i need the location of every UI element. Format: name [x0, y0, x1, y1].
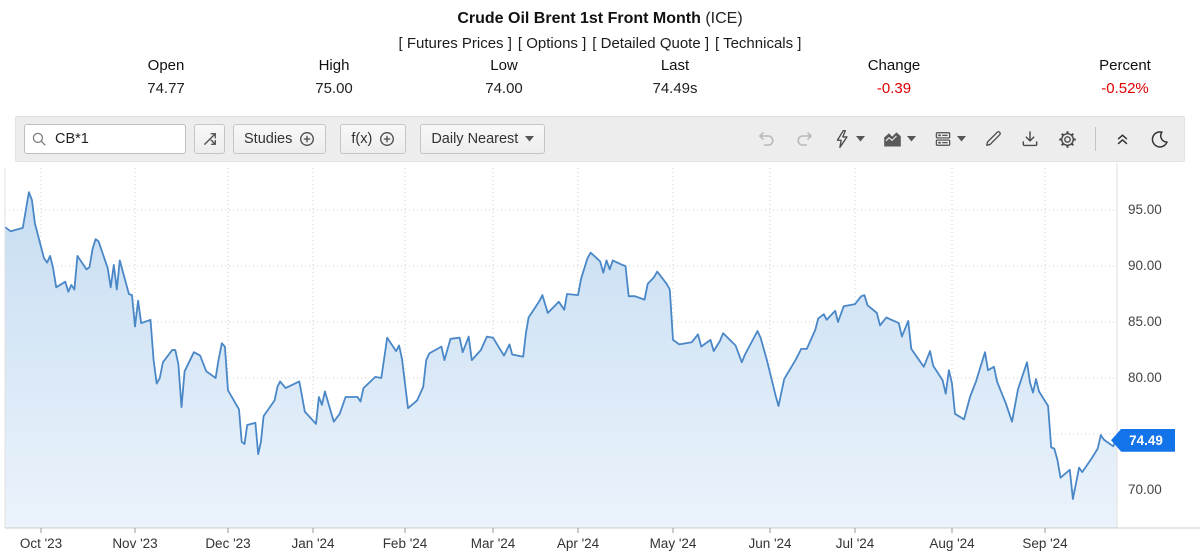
fx-expressions-button[interactable]: f(x): [340, 124, 407, 154]
quote-last-label: Last: [660, 57, 690, 74]
chart-toolbar: Studies f(x) Daily Nearest: [15, 116, 1185, 162]
settings-button[interactable]: [1057, 129, 1078, 150]
studies-button[interactable]: Studies: [233, 124, 327, 154]
fx-button-label: f(x): [351, 131, 373, 147]
quote-last-value: 74.49s: [652, 80, 698, 97]
caret-down-icon: [957, 136, 966, 142]
moon-icon: [1149, 129, 1170, 150]
y-tick-label: 95.00: [1128, 202, 1162, 217]
period-dropdown-label: Daily Nearest: [431, 131, 519, 147]
flash-icon: [832, 129, 852, 149]
x-tick-label: Mar '24: [470, 536, 516, 551]
y-tick-label: 70.00: [1128, 482, 1162, 497]
undo-icon: [756, 129, 777, 150]
x-tick-label: Feb '24: [382, 536, 428, 551]
search-icon: [31, 131, 47, 147]
x-tick-label: Apr '24: [556, 536, 600, 551]
redo-button[interactable]: [794, 129, 815, 150]
quote-low-value: 74.00: [485, 80, 523, 97]
x-tick-label: Oct '23: [19, 536, 63, 551]
gear-icon: [1057, 129, 1078, 150]
price-chart[interactable]: 95.00 90.00 85.00 80.00 70.00 Oct '23 Nov '23…: [0, 163, 1200, 556]
y-tick-label: 80.00: [1128, 370, 1162, 385]
compare-symbols-button[interactable]: [194, 124, 225, 154]
area-chart-icon: [882, 129, 903, 150]
layout-templates-button[interactable]: [933, 129, 966, 149]
flash-interval-button[interactable]: [832, 129, 865, 149]
quote-change-value: -0.39: [876, 80, 912, 97]
circle-plus-icon: [299, 131, 315, 147]
y-tick-label: 85.00: [1128, 314, 1162, 329]
caret-down-icon: [907, 136, 916, 142]
quote-open-value: 74.77: [147, 80, 185, 97]
shuffle-icon: [201, 130, 219, 148]
x-tick-label: Jun '24: [748, 536, 792, 551]
circle-plus-icon: [379, 131, 395, 147]
x-tick-label: Nov '23: [112, 536, 158, 551]
layout-icon: [933, 129, 953, 149]
period-dropdown[interactable]: Daily Nearest: [420, 124, 546, 154]
page-title: Crude Oil Brent 1st Front Month (ICE): [0, 10, 1200, 28]
quote-low: Low 74.00: [485, 57, 523, 97]
quote-high-label: High: [318, 57, 350, 74]
pencil-icon: [983, 129, 1003, 149]
link-detailed-quote[interactable]: [ Detailed Quote ]: [592, 35, 710, 52]
instrument-title: Crude Oil Brent 1st Front Month: [457, 10, 701, 27]
x-tick-label: May '24: [649, 536, 697, 551]
y-tick-label: 90.00: [1128, 258, 1162, 273]
x-tick-label: Dec '23: [205, 536, 251, 551]
collapse-toolbar-button[interactable]: [1113, 130, 1132, 149]
price-area: [4, 192, 1117, 528]
quote-open: Open 74.77: [147, 57, 185, 97]
double-chevron-up-icon: [1113, 130, 1132, 149]
x-tick-label: Jan '24: [291, 536, 335, 551]
dark-mode-toggle[interactable]: [1149, 129, 1170, 150]
quote-low-label: Low: [490, 57, 518, 74]
last-price-badge: 74.49: [1111, 428, 1175, 452]
quote-change-label: Change: [867, 57, 921, 74]
exchange-label: (ICE): [705, 10, 743, 27]
symbol-input[interactable]: [53, 130, 179, 148]
undo-button[interactable]: [756, 129, 777, 150]
redo-icon: [794, 129, 815, 150]
symbol-search-box[interactable]: [24, 124, 186, 154]
link-options[interactable]: [ Options ]: [517, 35, 587, 52]
quote-open-label: Open: [147, 57, 185, 74]
x-tick-label: Sep '24: [1022, 536, 1068, 551]
quote-high-value: 75.00: [315, 80, 353, 97]
price-line: [4, 191, 1118, 500]
studies-button-label: Studies: [244, 131, 293, 147]
caret-down-icon: [856, 136, 865, 142]
download-icon: [1020, 129, 1040, 149]
quote-change: Change -0.39: [868, 57, 921, 97]
draw-tools-button[interactable]: [983, 129, 1003, 149]
chart-type-button[interactable]: [882, 129, 916, 150]
quote-links: [ Futures Prices ] [ Options ] [ Detaile…: [0, 35, 1200, 52]
caret-down-icon: [525, 136, 535, 142]
quote-high: High 75.00: [315, 57, 353, 97]
quote-percent-value: -0.52%: [1101, 80, 1149, 97]
toolbar-separator: [1095, 127, 1096, 151]
link-technicals[interactable]: [ Technicals ]: [715, 35, 802, 52]
quote-percent-label: Percent: [1099, 57, 1151, 74]
download-button[interactable]: [1020, 129, 1040, 149]
x-tick-label: Jul '24: [835, 536, 875, 551]
quote-percent: Percent -0.52%: [1099, 57, 1151, 97]
toolbar-icon-strip: [756, 127, 1170, 151]
link-futures-prices[interactable]: [ Futures Prices ]: [398, 35, 512, 52]
x-tick-label: Aug '24: [929, 536, 975, 551]
chart-canvas[interactable]: [0, 163, 1200, 556]
quote-last: Last 74.49s: [652, 57, 697, 97]
